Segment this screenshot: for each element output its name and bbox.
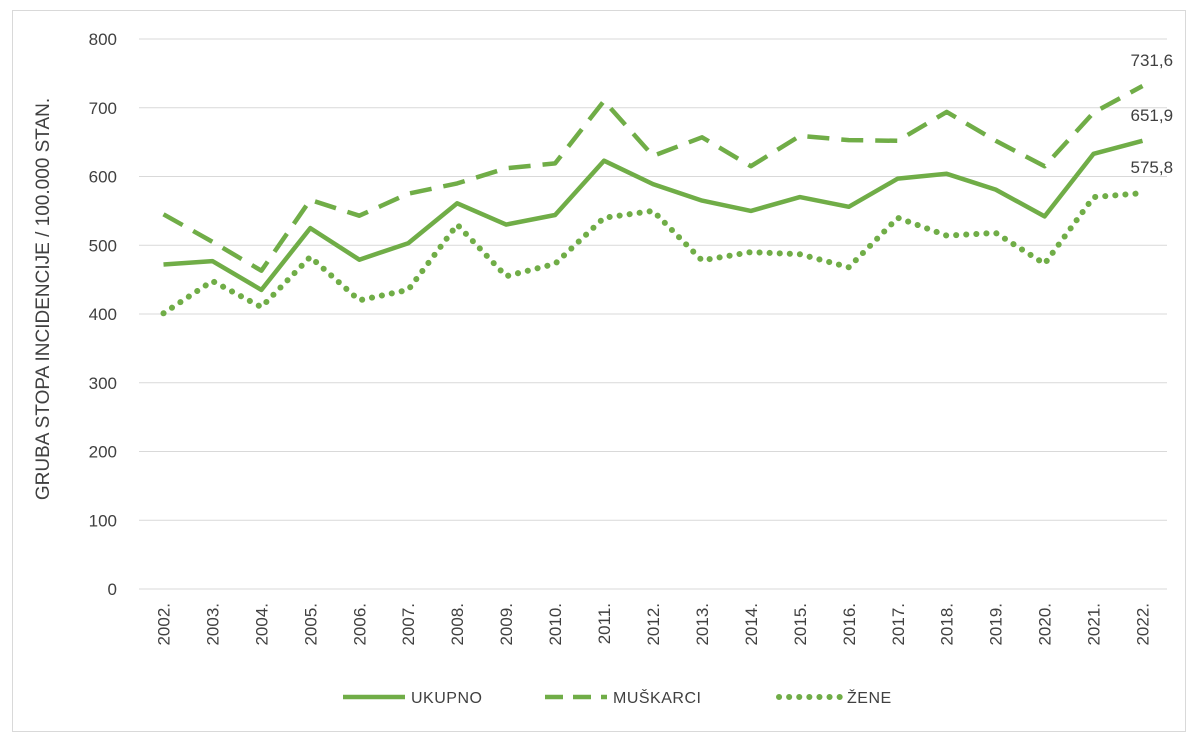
legend-label-muškarci: MUŠKARCI (613, 688, 701, 707)
x-tick-label: 2002. (154, 603, 173, 646)
y-tick-label: 400 (89, 305, 117, 324)
line-chart: 0 100 200 300 400 500 600 700 800 2002. 2003. 2004… (33, 30, 1174, 707)
x-tick-label: 2003. (203, 603, 222, 646)
x-tick-label: 2019. (987, 603, 1006, 646)
y-axis-label: GRUBA STOPA INCIDENCIJE / 100.000 STAN. (33, 98, 54, 500)
series-lines (160, 84, 1146, 317)
y-tick-label: 0 (108, 580, 117, 599)
x-tick-label: 2007. (399, 603, 418, 646)
x-tick-label: 2018. (938, 603, 957, 646)
data-labels: 651,9 731,6 575,8 (1131, 51, 1174, 177)
data-label-žene: 575,8 (1131, 158, 1174, 177)
series-line-ukupno (163, 138, 1144, 293)
x-tick-label: 2011. (595, 603, 614, 644)
x-tick-label: 2021. (1085, 603, 1104, 646)
x-tick-label: 2013. (693, 603, 712, 646)
y-tick-label: 500 (89, 236, 117, 255)
x-tick-label: 2010. (546, 603, 565, 646)
series-line-muškarci (162, 84, 1144, 273)
x-tick-label: 2008. (448, 603, 467, 646)
x-tick-label: 2012. (644, 603, 663, 646)
legend-label-ukupno: UKUPNO (411, 690, 482, 707)
y-tick-label: 200 (89, 443, 117, 462)
y-tick-label: 700 (89, 99, 117, 118)
y-tick-label: 100 (89, 511, 117, 530)
x-tick-label: 2014. (742, 603, 761, 646)
y-tick-label: 600 (89, 168, 117, 187)
x-tick-label: 2006. (350, 603, 369, 646)
y-axis-ticks: 0 100 200 300 400 500 600 700 800 (89, 30, 117, 599)
legend: UKUPNO MUŠKARCI ŽENE (343, 688, 892, 707)
x-tick-label: 2022. (1134, 603, 1153, 646)
x-tick-label: 2009. (497, 603, 516, 646)
series-line-žene (160, 190, 1146, 317)
y-tick-label: 300 (89, 374, 117, 393)
x-tick-label: 2015. (791, 603, 810, 646)
data-label-ukupno: 651,9 (1131, 106, 1174, 125)
chart-frame: 0 100 200 300 400 500 600 700 800 2002. 2003. 2004… (12, 10, 1186, 732)
x-tick-label: 2017. (889, 603, 908, 646)
x-tick-label: 2005. (301, 603, 320, 646)
x-axis-ticks: 2002. 2003. 2004. 2005. 2006. 2007. 2008. 2009.… (154, 603, 1152, 646)
x-tick-label: 2020. (1036, 603, 1055, 646)
legend-label-žene: ŽENE (847, 688, 892, 707)
gridlines (139, 38, 1167, 590)
data-label-muškarci: 731,6 (1131, 51, 1174, 70)
x-tick-label: 2004. (252, 603, 271, 646)
y-tick-label: 800 (89, 30, 117, 49)
x-tick-label: 2016. (840, 603, 859, 646)
